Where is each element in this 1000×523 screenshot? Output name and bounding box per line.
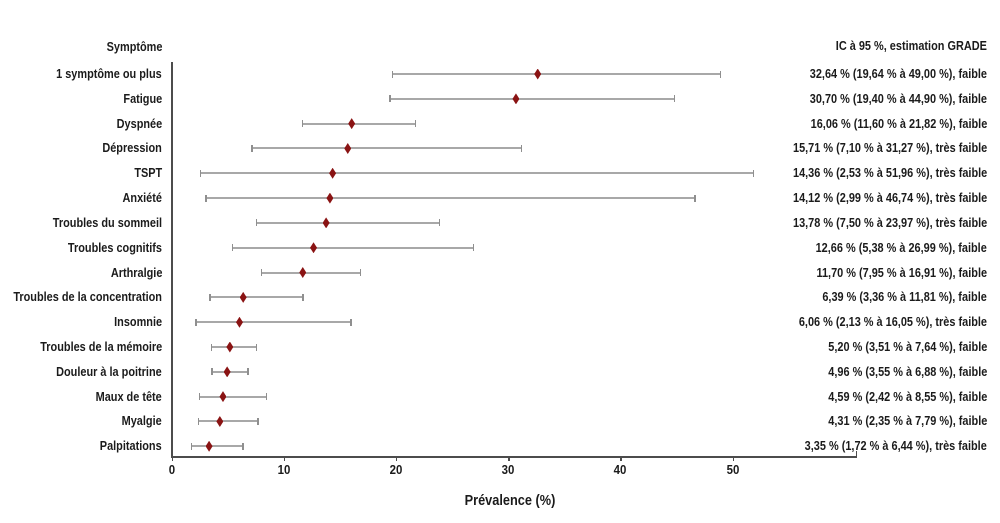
row-label: Douleur à la poitrine <box>56 363 162 379</box>
symptom-column-header: Symptôme <box>106 39 162 54</box>
row-label: Maux de tête <box>95 388 162 404</box>
x-tick <box>620 457 622 461</box>
error-bar <box>205 194 696 202</box>
marker-diamond <box>329 167 337 179</box>
marker-diamond <box>216 415 224 427</box>
x-axis-line <box>171 456 857 458</box>
error-bar <box>195 318 352 326</box>
x-tick-label: 0 <box>168 462 175 477</box>
marker-diamond <box>299 267 307 279</box>
error-bar <box>210 343 258 351</box>
marker-diamond <box>223 366 231 378</box>
error-bar <box>260 269 362 277</box>
marker-diamond <box>219 391 227 403</box>
marker-diamond <box>322 217 330 229</box>
row-label: Dépression <box>102 140 162 156</box>
marker-diamond <box>348 118 356 130</box>
error-bar <box>198 393 268 401</box>
x-tick <box>395 457 398 461</box>
error-bar <box>190 442 244 450</box>
ci-text: 13,78 % (7,50 % à 23,97 %), très faible <box>792 214 987 230</box>
ci-text: 16,06 % (11,60 % à 21,82 %), faible <box>810 115 987 131</box>
ci-text: 14,36 % (2,53 % à 51,96 %), très faible <box>792 165 987 181</box>
x-tick-label: 10 <box>277 462 291 477</box>
marker-diamond <box>534 68 542 80</box>
marker-diamond <box>235 316 243 328</box>
x-tick-label: 30 <box>501 462 515 477</box>
marker-diamond <box>205 440 213 452</box>
error-bar <box>197 417 259 425</box>
x-tick <box>283 457 286 461</box>
ci-column-header: IC à 95 %, estimation GRADE <box>835 38 987 53</box>
row-label: TSPT <box>134 165 162 181</box>
ci-text: 30,70 % (19,40 % à 44,90 %), faible <box>809 90 987 106</box>
marker-diamond <box>344 142 352 154</box>
row-label: Myalgie <box>121 413 162 429</box>
row-label: Troubles cognitifs <box>67 239 162 255</box>
ci-text: 4,31 % (2,35 % à 7,79 %), faible <box>827 413 987 429</box>
row-label: Troubles de la concentration <box>13 289 162 305</box>
ci-text: 32,64 % (19,64 % à 49,00 %), faible <box>809 66 987 81</box>
row-label: Anxiété <box>122 190 162 206</box>
y-axis-line <box>171 62 173 456</box>
error-bar <box>199 169 755 177</box>
x-axis-title: Prévalence (%) <box>464 493 556 509</box>
row-label: Troubles de la mémoire <box>40 339 162 355</box>
x-tick-label: 50 <box>726 462 739 477</box>
ci-text: 14,12 % (2,99 % à 46,74 %), très faible <box>792 190 987 206</box>
marker-diamond <box>326 192 334 204</box>
ci-text: 4,59 % (2,42 % à 8,55 %), faible <box>827 388 987 404</box>
error-bar <box>251 144 523 152</box>
ci-text: 5,20 % (3,51 % à 7,64 %), faible <box>827 339 987 355</box>
x-tick <box>508 457 510 461</box>
error-bar <box>255 219 441 227</box>
row-label: Arthralgie <box>110 264 162 280</box>
ci-text: 12,66 % (5,38 % à 26,99 %), faible <box>815 239 987 255</box>
x-tick-label: 40 <box>613 462 627 477</box>
row-label: 1 symptôme ou plus <box>56 66 162 81</box>
row-label: Insomnie <box>114 314 162 330</box>
ci-text: 6,39 % (3,36 % à 11,81 %), faible <box>822 289 987 305</box>
marker-diamond <box>226 341 234 353</box>
marker-diamond <box>310 242 318 254</box>
x-tick-label: 20 <box>389 462 403 477</box>
x-tick <box>732 457 734 461</box>
error-bar <box>301 120 417 128</box>
x-tick <box>171 457 173 461</box>
x-axis-end-tick <box>855 451 857 456</box>
row-label: Dyspnée <box>116 115 162 131</box>
error-bar <box>231 244 475 252</box>
row-label: Troubles du sommeil <box>52 214 162 230</box>
ci-text: 4,96 % (3,55 % à 6,88 %), faible <box>827 363 987 379</box>
ci-text: 15,71 % (7,10 % à 31,27 %), très faible <box>792 140 987 156</box>
error-bar <box>209 293 304 301</box>
ci-text: 6,06 % (2,13 % à 16,05 %), très faible <box>798 314 987 330</box>
ci-text: 11,70 % (7,95 % à 16,91 %), faible <box>816 264 987 280</box>
error-bar <box>389 95 676 103</box>
row-label: Fatigue <box>123 90 162 106</box>
error-bar <box>391 70 722 78</box>
ci-text: 3,35 % (1,72 % à 6,44 %), très faible <box>804 438 987 454</box>
marker-diamond <box>512 93 520 105</box>
marker-diamond <box>239 291 247 303</box>
row-label: Palpitations <box>100 438 162 454</box>
